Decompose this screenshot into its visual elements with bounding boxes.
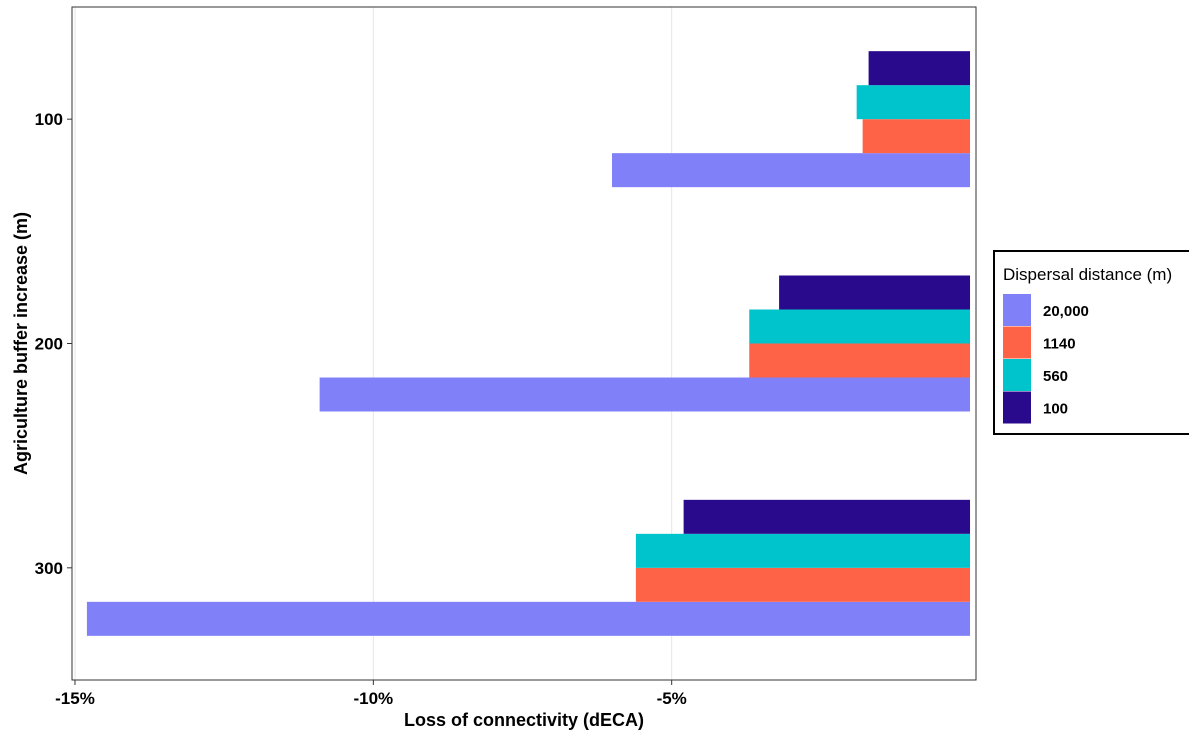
y-tick-label: 200 [35,335,63,354]
bar [319,377,971,412]
y-axis: 100 200 300 [35,110,72,578]
x-axis-title: Loss of connectivity (dECA) [404,710,644,730]
legend: Dispersal distance (m) 20,000 1140 560 100 [993,250,1189,435]
x-tick-label: -10% [353,689,393,708]
legend-key [1003,294,1031,326]
legend-key [1003,359,1031,391]
bar [862,119,971,154]
legend-label: 560 [1043,368,1068,385]
legend-title: Dispersal distance (m) [1003,265,1172,284]
bar [635,567,971,602]
bar [86,601,971,636]
legend-key [1003,326,1031,359]
bar [749,343,971,378]
gridlines [74,7,673,680]
legend-key [1003,391,1031,424]
bar [856,85,971,120]
legend-label: 20,000 [1043,303,1089,320]
legend-items: 20,000 1140 560 100 [1003,294,1089,424]
bar [749,309,971,344]
x-tick-label: -15% [55,689,95,708]
bar [683,499,971,534]
bar [779,275,971,310]
x-tick-label: -5% [657,689,687,708]
bar [612,153,971,188]
x-axis: -15% -10% -5% [55,680,687,708]
bars [86,51,971,636]
legend-label: 100 [1043,401,1068,418]
y-axis-title: Agriculture buffer increase (m) [11,212,31,475]
y-tick-label: 300 [35,559,63,578]
y-tick-label: 100 [35,110,63,129]
bar [635,533,971,568]
bar [868,51,971,86]
legend-label: 1140 [1043,336,1076,353]
